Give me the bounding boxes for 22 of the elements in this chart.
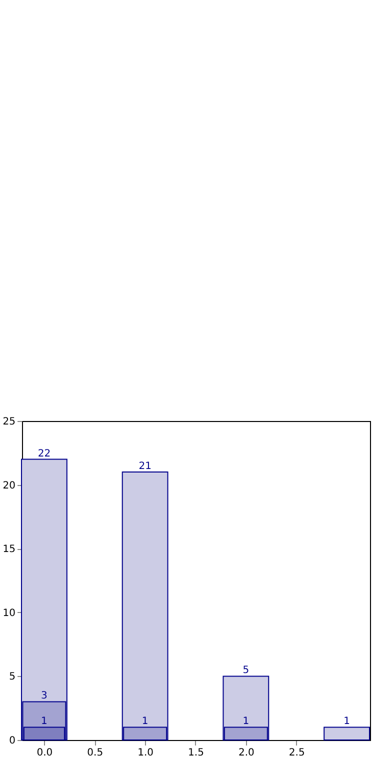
data-label: 1 bbox=[142, 716, 148, 728]
y-tick-label: 20 bbox=[2, 480, 16, 492]
data-label: 22 bbox=[38, 448, 51, 460]
x-tick-label: 0.0 bbox=[36, 748, 53, 758]
x-tick-label: 2.5 bbox=[288, 748, 305, 758]
bar bbox=[324, 726, 370, 740]
x-tick-label: 1.5 bbox=[188, 748, 204, 758]
data-label: 1 bbox=[41, 716, 48, 728]
y-tick-label: 15 bbox=[2, 544, 16, 556]
data-label: 1 bbox=[344, 716, 350, 728]
data-label: 1 bbox=[242, 716, 250, 728]
data-label: 21 bbox=[138, 461, 152, 472]
bar bbox=[122, 472, 168, 740]
y-tick-label: 5 bbox=[9, 672, 16, 683]
y-tick-label: 0 bbox=[9, 736, 16, 746]
x-tick-label: 1.0 bbox=[138, 748, 154, 758]
y-tick-label: 10 bbox=[2, 608, 16, 619]
data-label: 3 bbox=[41, 690, 48, 702]
x-tick-label: 0.5 bbox=[87, 748, 104, 758]
y-tick-label: 25 bbox=[2, 416, 16, 428]
x-tick-label: 2.0 bbox=[238, 748, 254, 758]
data-label: 5 bbox=[242, 665, 250, 676]
